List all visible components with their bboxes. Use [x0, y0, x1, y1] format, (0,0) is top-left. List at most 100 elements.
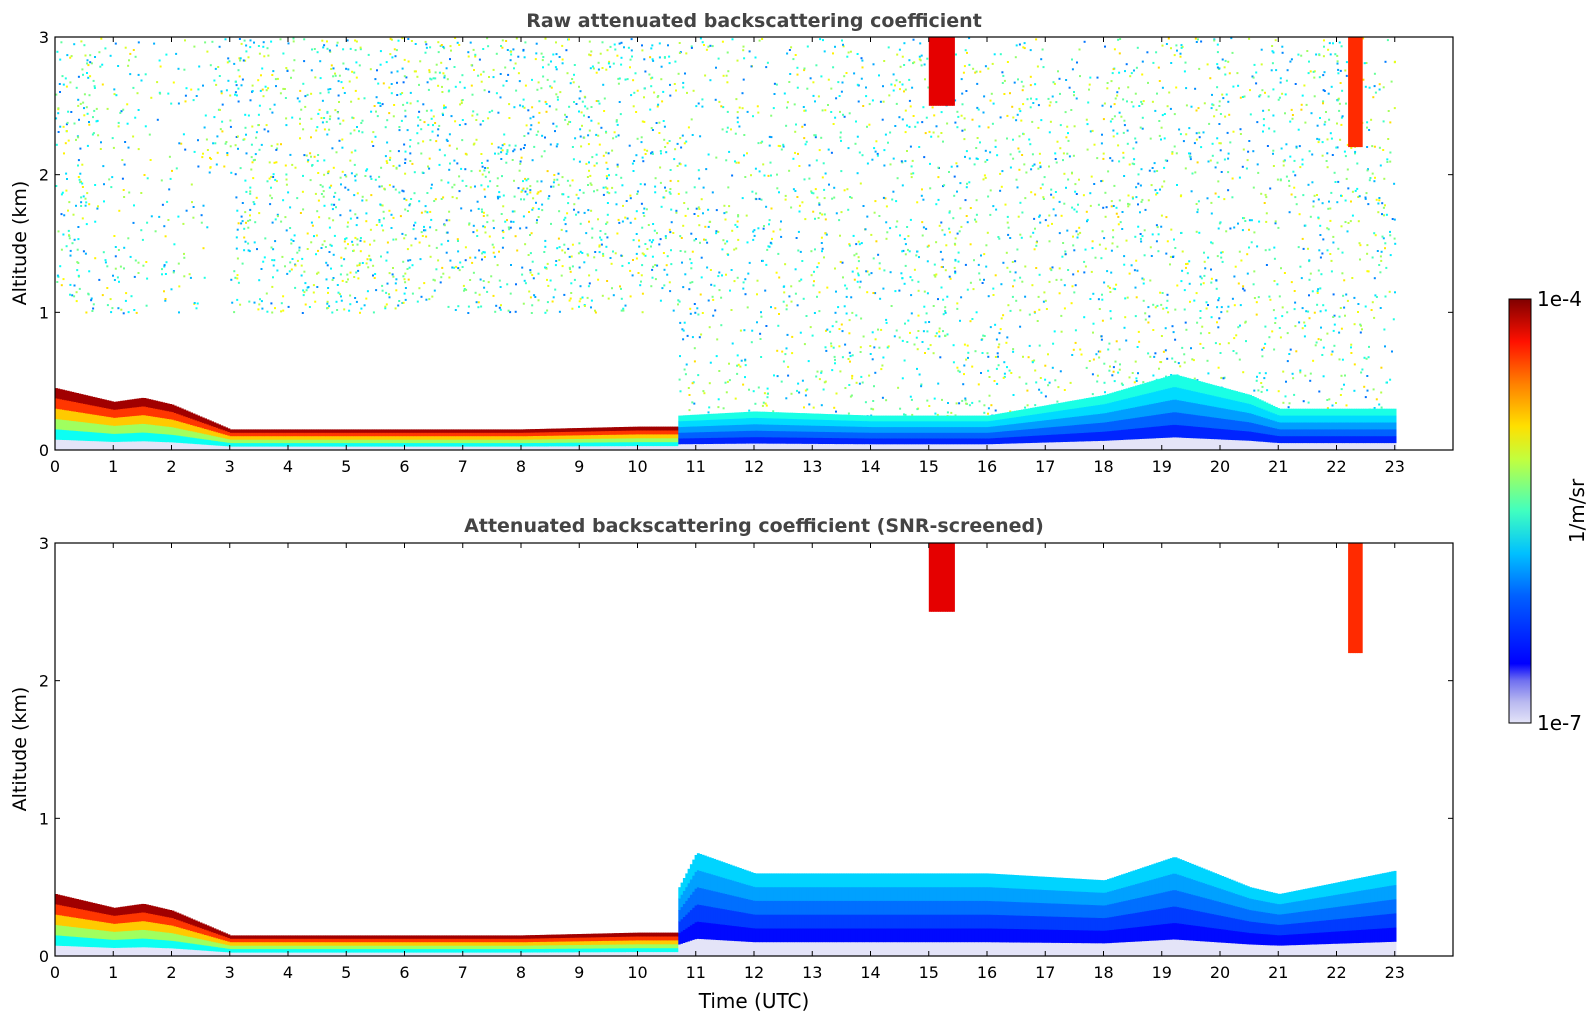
- noise-cell: [612, 62, 615, 65]
- noise-cell: [403, 237, 406, 240]
- noise-cell: [85, 106, 88, 109]
- noise-cell: [1158, 134, 1161, 137]
- noise-cell: [252, 177, 255, 180]
- noise-cell: [887, 141, 889, 144]
- noise-cell: [334, 191, 337, 194]
- noise-cell: [989, 151, 992, 154]
- noise-cell: [966, 51, 968, 54]
- noise-cell: [430, 117, 433, 120]
- noise-cell: [333, 195, 336, 198]
- noise-cell: [1304, 374, 1307, 377]
- noise-cell: [482, 215, 485, 217]
- noise-cell: [321, 121, 324, 124]
- noise-cell: [245, 190, 248, 193]
- noise-cell: [172, 270, 175, 273]
- noise-cell: [1197, 200, 1200, 203]
- noise-cell: [591, 65, 594, 68]
- noise-cell: [386, 162, 389, 164]
- noise-cell: [1037, 104, 1040, 107]
- noise-cell: [281, 255, 284, 258]
- noise-cell: [84, 252, 87, 255]
- noise-cell: [1158, 367, 1160, 370]
- noise-cell: [69, 283, 72, 286]
- noise-cell: [748, 50, 751, 53]
- noise-cell: [575, 193, 578, 196]
- noise-cell: [743, 154, 745, 157]
- noise-cell: [532, 277, 535, 280]
- noise-cell: [1015, 44, 1018, 47]
- noise-cell: [356, 126, 358, 128]
- noise-cell: [1366, 169, 1369, 172]
- noise-cell: [826, 286, 829, 289]
- noise-cell: [504, 66, 507, 69]
- noise-cell: [86, 144, 89, 147]
- noise-cell: [859, 351, 862, 353]
- noise-cell: [608, 174, 610, 177]
- noise-cell: [475, 301, 478, 304]
- noise-cell: [304, 95, 307, 98]
- noise-cell: [1226, 131, 1229, 134]
- noise-cell: [390, 92, 393, 95]
- noise-cell: [502, 231, 505, 234]
- noise-cell: [1016, 186, 1019, 189]
- noise-cell: [326, 307, 328, 310]
- noise-cell: [458, 269, 461, 272]
- noise-cell: [1285, 143, 1288, 146]
- noise-cell: [868, 103, 871, 106]
- noise-cell: [963, 343, 966, 346]
- noise-cell: [907, 235, 910, 238]
- noise-cell: [805, 315, 808, 317]
- noise-cell: [353, 71, 356, 74]
- noise-cell: [1253, 63, 1256, 66]
- noise-cell: [698, 177, 701, 180]
- noise-cell: [1285, 175, 1288, 178]
- noise-cell: [443, 47, 446, 50]
- noise-cell: [759, 338, 762, 340]
- noise-cell: [342, 48, 345, 51]
- noise-cell: [1307, 183, 1310, 186]
- noise-cell: [816, 370, 819, 373]
- noise-cell: [1012, 348, 1015, 351]
- noise-cell: [392, 115, 395, 118]
- noise-cell: [418, 110, 421, 113]
- noise-cell: [1006, 137, 1008, 140]
- noise-cell: [590, 306, 592, 309]
- noise-cell: [554, 264, 557, 267]
- noise-cell: [203, 276, 206, 279]
- noise-cell: [864, 228, 867, 231]
- noise-cell: [964, 397, 967, 400]
- noise-cell: [250, 156, 253, 159]
- noise-cell: [1161, 185, 1164, 188]
- noise-cell: [635, 154, 638, 157]
- noise-cell: [520, 198, 522, 201]
- noise-cell: [369, 259, 372, 262]
- noise-cell: [965, 402, 968, 405]
- noise-cell: [540, 87, 543, 90]
- noise-cell: [814, 248, 816, 251]
- noise-cell: [922, 106, 925, 109]
- noise-cell: [933, 114, 936, 117]
- noise-cell: [234, 173, 237, 176]
- noise-cell: [1125, 339, 1128, 342]
- noise-cell: [1221, 93, 1224, 96]
- noise-cell: [693, 239, 696, 242]
- noise-cell: [817, 95, 820, 98]
- noise-cell: [1244, 320, 1247, 323]
- noise-cell: [433, 200, 436, 202]
- noise-cell: [597, 61, 600, 64]
- noise-cell: [524, 190, 527, 193]
- noise-cell: [556, 178, 559, 181]
- noise-cell: [403, 58, 406, 61]
- noise-cell: [536, 88, 539, 91]
- noise-cell: [1216, 43, 1219, 46]
- noise-cell: [842, 45, 845, 48]
- noise-cell: [377, 82, 380, 85]
- noise-cell: [641, 292, 644, 295]
- noise-cell: [1173, 145, 1176, 148]
- noise-cell: [575, 213, 577, 216]
- noise-cell: [1218, 100, 1221, 103]
- noise-cell: [617, 134, 620, 137]
- noise-cell: [197, 88, 200, 91]
- noise-cell: [899, 88, 901, 91]
- noise-cell: [1142, 278, 1145, 281]
